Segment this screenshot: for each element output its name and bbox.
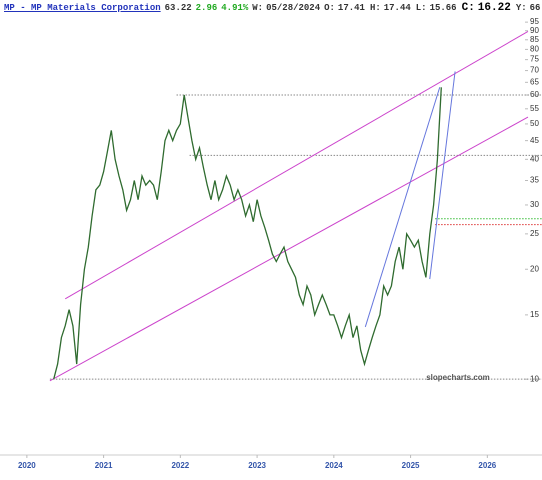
y-tick-label: 90 — [530, 26, 539, 35]
y-tick-label: 75 — [530, 55, 539, 64]
date-label: W: — [252, 3, 264, 13]
watermark: slopecharts.com — [426, 373, 490, 382]
quote-label: L: — [415, 3, 427, 13]
change-pct: 4.91% — [221, 3, 249, 13]
x-tick-label: 2025 — [402, 461, 420, 470]
y-tick-label: 80 — [530, 44, 539, 53]
price-line — [53, 87, 442, 380]
y-tick-label: 70 — [530, 66, 539, 75]
x-tick-label: 2021 — [95, 461, 113, 470]
quote-header: MP - MP Materials Corporation 63.22 2.96 4.… — [4, 2, 542, 14]
trendline — [429, 71, 456, 280]
quote-label: H: — [369, 3, 381, 13]
x-tick-label: 2023 — [248, 461, 266, 470]
x-tick-label: 2022 — [171, 461, 189, 470]
quote-label: Y: — [515, 3, 527, 13]
quote-label: O: — [324, 3, 335, 13]
y-tick-label: 20 — [530, 264, 539, 273]
quote-value: 17.44 — [383, 3, 411, 13]
x-tick-label: 2026 — [478, 461, 496, 470]
quote-value: 66.07 — [529, 3, 542, 13]
y-tick-label: 85 — [530, 35, 539, 44]
quote-value: 17.41 — [337, 3, 365, 13]
last-price: 63.22 — [164, 3, 192, 13]
y-tick-label: 40 — [530, 154, 539, 163]
y-tick-label: 25 — [530, 229, 539, 238]
y-tick-label: 35 — [530, 176, 539, 185]
quote-value: 16.22 — [477, 2, 511, 14]
y-tick-label: 55 — [530, 104, 539, 113]
chart-title[interactable]: MP - MP Materials Corporation — [4, 3, 161, 13]
y-tick-label: 10 — [530, 374, 539, 383]
y-tick-label: 15 — [530, 310, 539, 319]
y-tick-label: 50 — [530, 119, 539, 128]
trendline — [49, 116, 529, 382]
trendline — [64, 30, 529, 300]
date: 05/28/2024 — [266, 3, 321, 13]
y-tick-label: 30 — [530, 200, 539, 209]
y-tick-label: 45 — [530, 136, 539, 145]
x-tick-label: 2020 — [18, 461, 36, 470]
trendline — [364, 87, 441, 328]
ohlc: O:17.41 H:17.44 L:15.66 C:16.22 Y:66.07 — [324, 2, 542, 14]
y-tick-label: 95 — [530, 17, 539, 26]
quote-value: 15.66 — [429, 3, 457, 13]
x-tick-label: 2024 — [325, 461, 343, 470]
y-tick-label: 65 — [530, 77, 539, 86]
change: 2.96 — [195, 3, 218, 13]
quote-label: C: — [461, 2, 475, 14]
